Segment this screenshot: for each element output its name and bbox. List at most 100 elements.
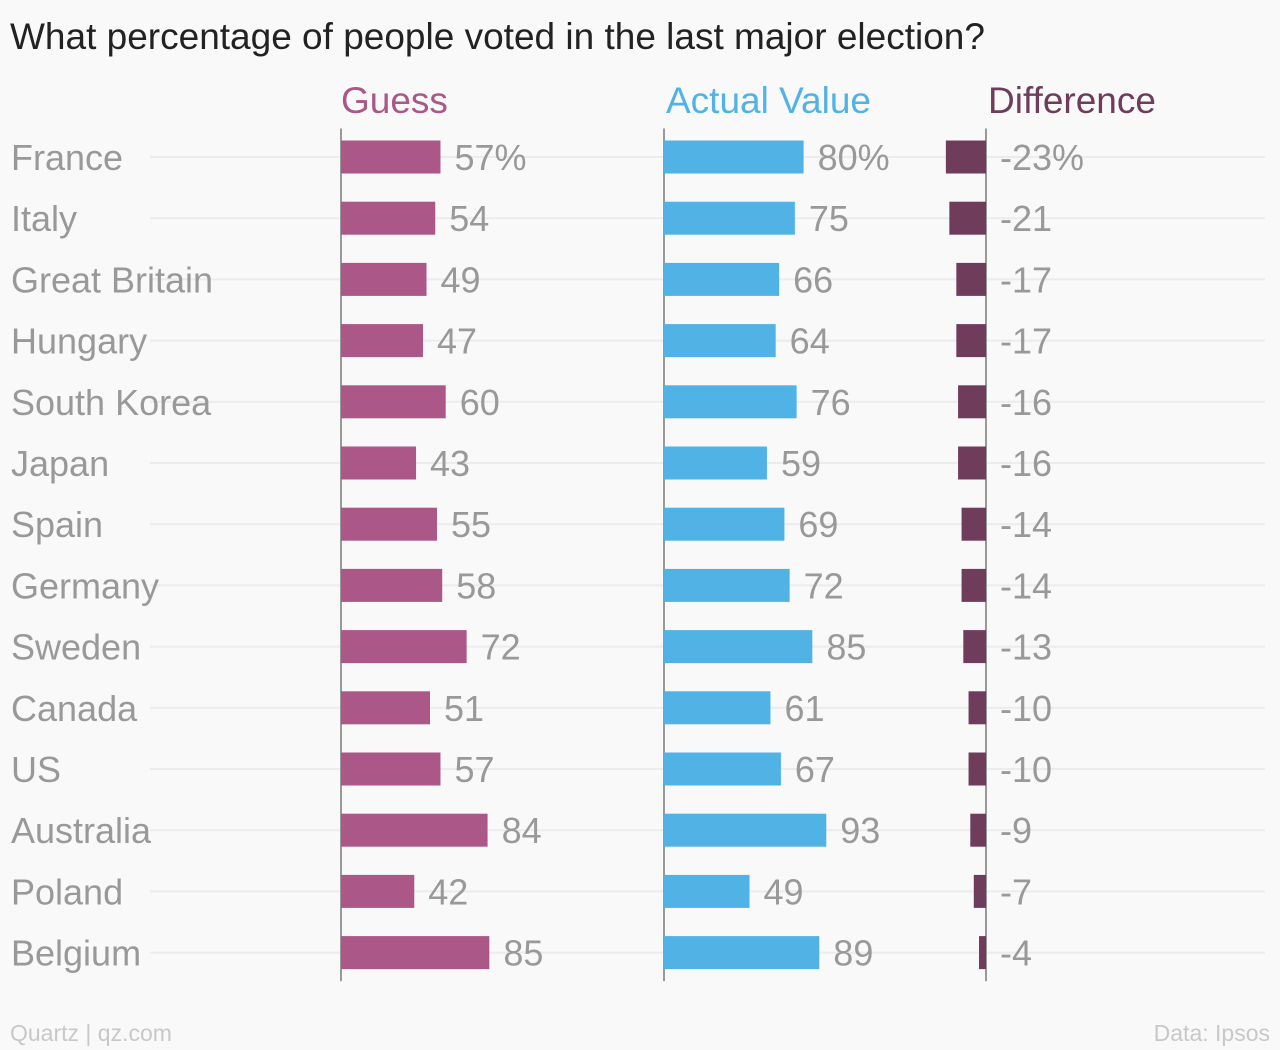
column-header-difference: Difference <box>988 80 1156 121</box>
category-label-us: US <box>11 749 61 790</box>
value-label-actual-value-australia: 93 <box>840 810 880 851</box>
bar-difference-us <box>968 752 986 786</box>
bar-actual-value-australia <box>664 813 827 847</box>
bar-difference-hungary <box>956 324 986 358</box>
value-label-actual-value-spain: 69 <box>798 504 838 545</box>
bar-difference-australia <box>970 813 986 847</box>
bar-difference-south-korea <box>958 385 986 419</box>
value-label-guess-belgium: 85 <box>503 933 543 974</box>
bar-actual-value-italy <box>664 201 795 235</box>
value-label-difference-hungary: -17 <box>1000 321 1052 362</box>
value-label-actual-value-hungary: 64 <box>790 321 830 362</box>
value-label-difference-france: -23% <box>1000 137 1084 178</box>
bar-guess-japan <box>341 446 417 480</box>
value-label-guess-us: 57 <box>454 749 494 790</box>
category-label-spain: Spain <box>11 504 103 545</box>
value-label-difference-us: -10 <box>1000 749 1052 790</box>
value-label-guess-sweden: 72 <box>481 627 521 668</box>
value-label-difference-poland: -7 <box>1000 871 1032 912</box>
category-label-france: France <box>11 137 123 178</box>
value-label-actual-value-japan: 59 <box>781 443 821 484</box>
category-label-hungary: Hungary <box>11 321 147 362</box>
bar-difference-italy <box>949 201 986 235</box>
bar-guess-france <box>341 140 441 174</box>
value-label-actual-value-belgium: 89 <box>833 933 873 974</box>
footer-credit: Quartz | qz.com <box>10 1020 172 1046</box>
category-label-south-korea: South Korea <box>11 382 212 423</box>
footer-source: Data: Ipsos <box>1153 1020 1270 1046</box>
value-label-guess-hungary: 47 <box>437 321 477 362</box>
value-label-actual-value-france: 80% <box>818 137 890 178</box>
value-label-guess-france: 57% <box>454 137 526 178</box>
value-label-guess-spain: 55 <box>451 504 491 545</box>
bar-actual-value-belgium <box>664 936 820 970</box>
bar-guess-belgium <box>341 936 490 970</box>
bar-actual-value-us <box>664 752 781 786</box>
bar-actual-value-poland <box>664 874 750 908</box>
bar-difference-canada <box>968 691 986 725</box>
value-label-actual-value-us: 67 <box>795 749 835 790</box>
category-label-sweden: Sweden <box>11 627 141 668</box>
bar-difference-japan <box>958 446 986 480</box>
value-label-guess-germany: 58 <box>456 565 496 606</box>
bar-guess-spain <box>341 507 437 541</box>
column-header-actual-value: Actual Value <box>666 80 871 121</box>
value-label-difference-japan: -16 <box>1000 443 1052 484</box>
chart-title: What percentage of people voted in the l… <box>10 16 985 57</box>
bar-difference-great-britain <box>956 262 986 296</box>
bar-difference-spain <box>961 507 986 541</box>
value-label-difference-great-britain: -17 <box>1000 259 1052 300</box>
value-label-guess-great-britain: 49 <box>441 259 481 300</box>
bar-actual-value-japan <box>664 446 767 480</box>
value-label-guess-australia: 84 <box>502 810 542 851</box>
bar-guess-sweden <box>341 630 467 664</box>
value-label-guess-italy: 54 <box>449 198 489 239</box>
value-label-guess-japan: 43 <box>430 443 470 484</box>
value-label-difference-germany: -14 <box>1000 565 1052 606</box>
value-label-actual-value-great-britain: 66 <box>793 259 833 300</box>
value-label-guess-poland: 42 <box>428 871 468 912</box>
bar-actual-value-spain <box>664 507 785 541</box>
category-label-belgium: Belgium <box>11 933 141 974</box>
bar-guess-italy <box>341 201 436 235</box>
bar-difference-sweden <box>963 630 986 664</box>
column-header-guess: Guess <box>341 80 448 121</box>
bar-actual-value-sweden <box>664 630 813 664</box>
category-label-canada: Canada <box>11 688 138 729</box>
category-label-japan: Japan <box>11 443 109 484</box>
value-label-actual-value-south-korea: 76 <box>811 382 851 423</box>
bars <box>341 140 986 970</box>
category-labels: France Italy Great Britain Hungary South Kor… <box>11 137 213 974</box>
bar-guess-poland <box>341 874 415 908</box>
bar-actual-value-hungary <box>664 324 776 358</box>
bar-actual-value-great-britain <box>664 262 780 296</box>
bar-guess-australia <box>341 813 488 847</box>
category-label-germany: Germany <box>11 565 159 606</box>
bar-difference-germany <box>961 568 986 602</box>
value-label-difference-australia: -9 <box>1000 810 1032 851</box>
value-label-difference-italy: -21 <box>1000 198 1052 239</box>
value-label-actual-value-poland: 49 <box>764 871 804 912</box>
bar-actual-value-france <box>664 140 804 174</box>
value-label-difference-sweden: -13 <box>1000 627 1052 668</box>
bar-actual-value-south-korea <box>664 385 797 419</box>
bar-actual-value-germany <box>664 568 790 602</box>
bar-difference-poland <box>973 874 986 908</box>
bar-guess-south-korea <box>341 385 446 419</box>
value-label-difference-canada: -10 <box>1000 688 1052 729</box>
value-label-guess-canada: 51 <box>444 688 484 729</box>
category-label-great-britain: Great Britain <box>11 259 213 300</box>
value-label-difference-south-korea: -16 <box>1000 382 1052 423</box>
category-label-australia: Australia <box>11 810 152 851</box>
bar-guess-us <box>341 752 441 786</box>
column-headers: Guess Actual Value Difference <box>341 80 1156 121</box>
value-label-actual-value-germany: 72 <box>804 565 844 606</box>
value-label-difference-spain: -14 <box>1000 504 1052 545</box>
bar-difference-france <box>945 140 986 174</box>
bar-guess-great-britain <box>341 262 427 296</box>
value-label-guess-south-korea: 60 <box>460 382 500 423</box>
bar-actual-value-canada <box>664 691 771 725</box>
value-label-actual-value-italy: 75 <box>809 198 849 239</box>
